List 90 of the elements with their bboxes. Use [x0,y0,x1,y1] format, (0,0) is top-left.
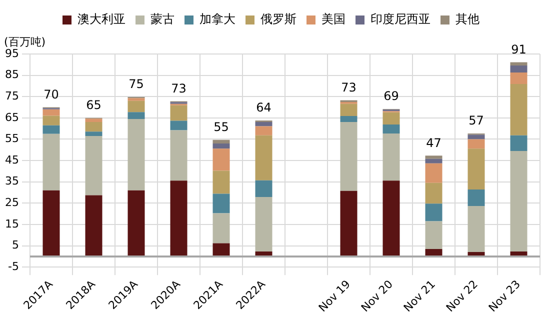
legend-label: 蒙古 [150,12,174,26]
bar [170,105,188,121]
total-label: 91 [511,42,526,56]
bar [85,195,102,256]
bar [468,139,485,149]
bar [382,180,400,256]
y-tick-label: 55 [4,132,19,146]
bar [255,197,272,252]
bar [340,104,358,116]
bar [382,112,400,125]
bar [510,66,528,73]
bar [212,213,230,244]
bar [170,130,188,181]
x-tick-label: Nov 19 [316,278,353,314]
bar [85,122,102,132]
y-tick-label: 35 [4,174,19,188]
bar [212,243,230,256]
y-tick-label: 75 [4,89,19,102]
y-tick-label: 15 [4,217,19,230]
bar [170,180,188,256]
bar [425,182,442,204]
bar [468,148,485,190]
x-tick-label: Nov 20 [358,278,396,314]
bar [510,84,528,136]
y-tick-label: 25 [4,196,19,210]
bar [85,136,102,196]
bar [212,140,230,144]
bar [255,135,272,180]
y-tick-label: 95 [4,46,19,60]
bar [510,135,528,151]
bar [425,221,442,249]
bar [85,118,102,122]
total-label: 73 [341,80,356,94]
y-tick-label: 45 [4,153,19,166]
legend-label: 澳大利亚 [78,12,126,26]
bar [212,194,230,214]
total-label: 64 [256,100,272,115]
total-label: 55 [214,120,229,134]
bar [255,180,272,197]
total-label: 70 [44,87,59,102]
legend-label: 其他 [456,12,480,26]
bar [340,116,358,122]
bar [212,148,230,171]
legend-label: 加拿大 [200,12,236,26]
bar [255,126,272,136]
bar [425,156,442,159]
bar [42,109,60,116]
total-label: 73 [171,81,186,96]
bar [468,190,485,206]
y-tick-label: 85 [4,68,19,82]
x-tick-label: Nov 22 [444,278,480,314]
legend-label: 印度尼西亚 [370,12,430,26]
legend-label: 美国 [322,12,346,26]
total-label: 65 [86,98,102,112]
bar [85,132,102,136]
bar [340,190,358,256]
total-label: 75 [128,77,144,92]
bar [128,190,145,256]
bar [128,98,145,101]
bar [42,190,60,256]
y-tick-label: 5 [12,238,19,252]
bar [468,206,485,252]
bar [42,116,60,126]
bar [42,134,60,190]
bar [382,133,400,181]
total-label: 69 [384,89,399,104]
bar [128,112,145,119]
y-tick-label: 65 [4,110,19,124]
bar [212,144,230,149]
bar [42,125,60,134]
y-tick-label: -5 [8,260,19,273]
legend-label: 俄罗斯 [260,12,296,26]
y-axis-title: (百万吨) [4,35,46,48]
x-tick-label: Nov 23 [486,278,523,314]
bar [170,120,188,130]
bar [510,150,528,252]
x-tick-label: Nov 21 [401,278,438,314]
bar [212,170,230,194]
bar [425,204,442,222]
bar [425,158,442,164]
bar [425,163,442,183]
bar [382,124,400,134]
bar [128,119,145,190]
total-label: 57 [468,114,484,128]
bar [340,122,358,191]
bar [128,100,145,112]
bar [510,72,528,84]
total-label: 47 [426,136,442,150]
bar [255,122,272,126]
bar [510,62,528,66]
